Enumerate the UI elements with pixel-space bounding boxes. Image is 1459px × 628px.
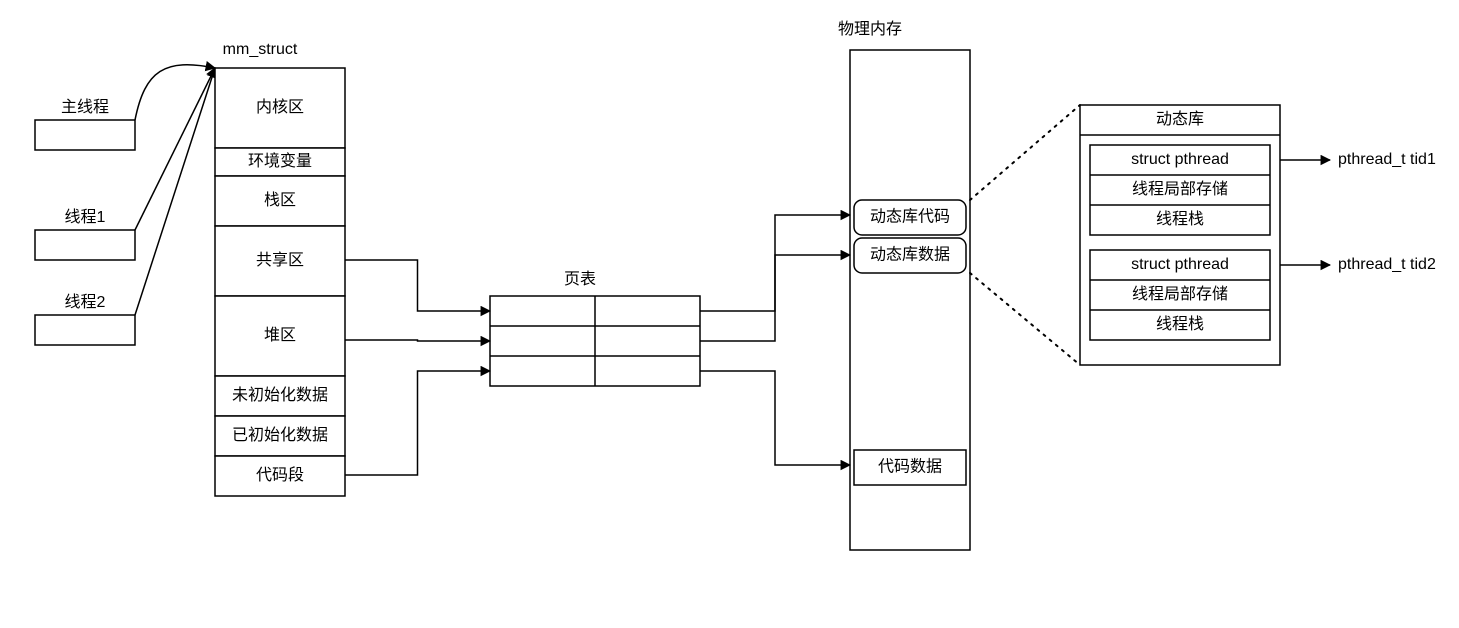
expand-dotted-line bbox=[970, 273, 1080, 365]
tid-label: pthread_t tid2 bbox=[1338, 256, 1436, 273]
mm-region-label: 栈区 bbox=[264, 191, 296, 209]
mm-region-label: 内核区 bbox=[256, 98, 304, 116]
mm-to-pt-arrow bbox=[345, 371, 490, 475]
mm-struct-title: mm_struct bbox=[223, 41, 298, 58]
dyn-lib-row: struct pthread bbox=[1131, 256, 1229, 273]
phys-mem-item-label: 动态库数据 bbox=[870, 246, 950, 264]
thread-label: 线程1 bbox=[65, 208, 106, 226]
mm-to-pt-arrow bbox=[345, 340, 490, 341]
pt-to-phys-arrow bbox=[700, 255, 850, 341]
thread-box bbox=[35, 230, 135, 260]
thread-box bbox=[35, 315, 135, 345]
mm-region-label: 未初始化数据 bbox=[232, 386, 328, 404]
mm-region-label: 共享区 bbox=[256, 251, 304, 269]
phys-mem-title: 物理内存 bbox=[838, 20, 902, 38]
dyn-lib-row: 线程栈 bbox=[1156, 210, 1204, 228]
expand-dotted-line bbox=[970, 105, 1080, 200]
mm-region-label: 环境变量 bbox=[248, 151, 312, 170]
dyn-lib-row: 线程局部存储 bbox=[1132, 180, 1228, 198]
thread-to-mm-arrow bbox=[135, 68, 215, 315]
thread-box bbox=[35, 120, 135, 150]
mm-region-label: 堆区 bbox=[264, 326, 296, 344]
phys-mem-item-label: 代码数据 bbox=[878, 458, 942, 476]
thread-label: 主线程 bbox=[61, 98, 109, 116]
mm-region-label: 已初始化数据 bbox=[232, 426, 328, 444]
phys-mem-item-label: 动态库代码 bbox=[870, 208, 950, 226]
dyn-lib-row: struct pthread bbox=[1131, 151, 1229, 168]
dyn-lib-row: 线程局部存储 bbox=[1132, 285, 1228, 303]
dyn-lib-row: 线程栈 bbox=[1156, 315, 1204, 333]
pt-to-phys-arrow bbox=[700, 371, 850, 465]
mm-region-label: 代码段 bbox=[256, 466, 304, 484]
tid-label: pthread_t tid1 bbox=[1338, 151, 1436, 168]
page-table-title: 页表 bbox=[564, 270, 596, 288]
dyn-lib-title: 动态库 bbox=[1156, 110, 1204, 128]
thread-label: 线程2 bbox=[65, 293, 106, 311]
thread-to-mm-arrow bbox=[135, 68, 215, 230]
mm-to-pt-arrow bbox=[345, 260, 490, 311]
